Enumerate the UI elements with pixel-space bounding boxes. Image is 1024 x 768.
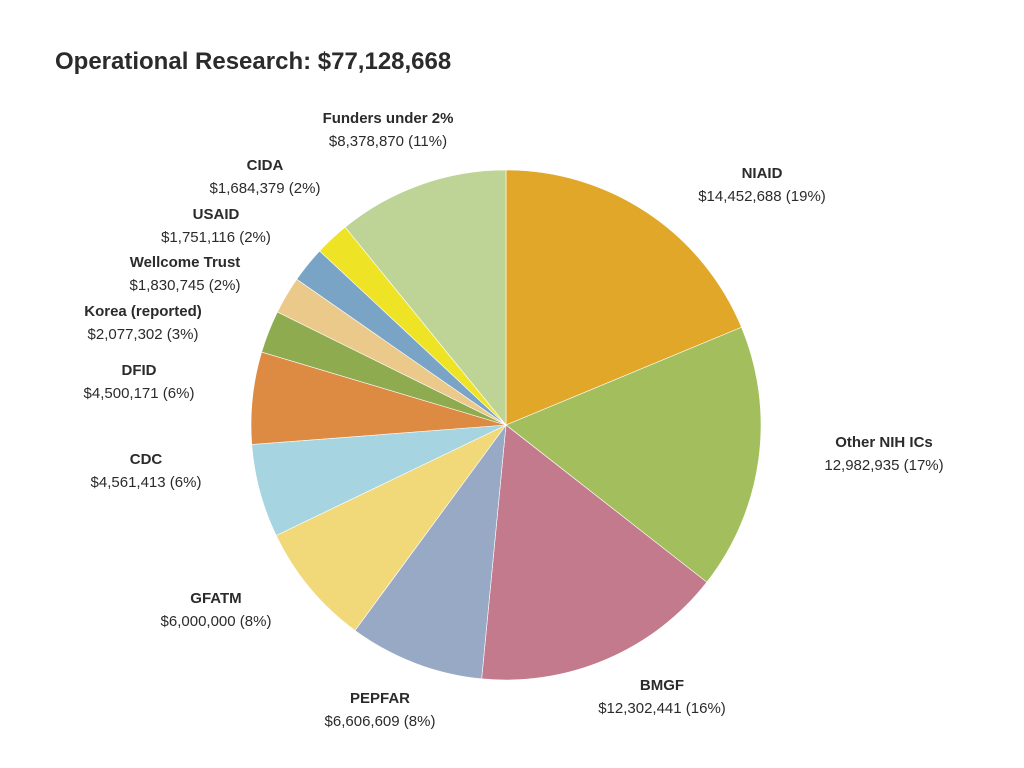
slice-value-niaid: $14,452,688 (19%) [698, 188, 826, 205]
pie-slice-funders-under-2 [344, 169, 507, 426]
slice-label-pepfar: PEPFAR [350, 690, 410, 707]
slice-value-bmgf: $12,302,441 (16%) [598, 700, 726, 717]
pie-slices [250, 169, 762, 681]
slice-value-other-nih-ics: 12,982,935 (17%) [824, 457, 943, 474]
slice-value-gfatm: $6,000,000 (8%) [161, 613, 272, 630]
slice-value-cdc: $4,561,413 (6%) [91, 474, 202, 491]
slice-label-gfatm: GFATM [190, 590, 241, 607]
slice-label-korea-reported: Korea (reported) [84, 303, 202, 320]
pie-slice-bmgf [481, 424, 708, 681]
slice-value-wellcome-trust: $1,830,745 (2%) [130, 277, 241, 294]
slice-value-dfid: $4,500,171 (6%) [84, 385, 195, 402]
slice-label-other-nih-ics: Other NIH ICs [835, 434, 933, 451]
slice-label-niaid: NIAID [742, 165, 783, 182]
pie-slice-gfatm [275, 424, 507, 631]
slice-value-funders-under-2: $8,378,870 (11%) [329, 133, 447, 150]
chart-title: Operational Research: $77,128,668 [55, 48, 452, 75]
slice-value-korea-reported: $2,077,302 (3%) [88, 326, 199, 343]
slice-label-wellcome-trust: Wellcome Trust [130, 254, 241, 271]
slice-label-usaid: USAID [193, 206, 240, 223]
pie-labels: NIAID $14,452,688 (19%) Other NIH ICs 12,98… [84, 110, 944, 730]
pie-slice-pepfar [354, 423, 507, 680]
slice-label-funders-under-2: Funders under 2% [323, 110, 454, 127]
slice-value-pepfar: $6,606,609 (8%) [325, 713, 436, 730]
slice-value-cida: $1,684,379 (2%) [210, 180, 321, 197]
pie-slice-other-nih-ics [505, 326, 762, 583]
slice-value-usaid: $1,751,116 (2%) [161, 229, 271, 246]
slice-label-bmgf: BMGF [640, 677, 684, 694]
slice-label-cida: CIDA [247, 157, 284, 174]
slice-label-cdc: CDC [130, 451, 163, 468]
pie-slice-niaid [505, 169, 742, 426]
slice-label-dfid: DFID [122, 362, 157, 379]
